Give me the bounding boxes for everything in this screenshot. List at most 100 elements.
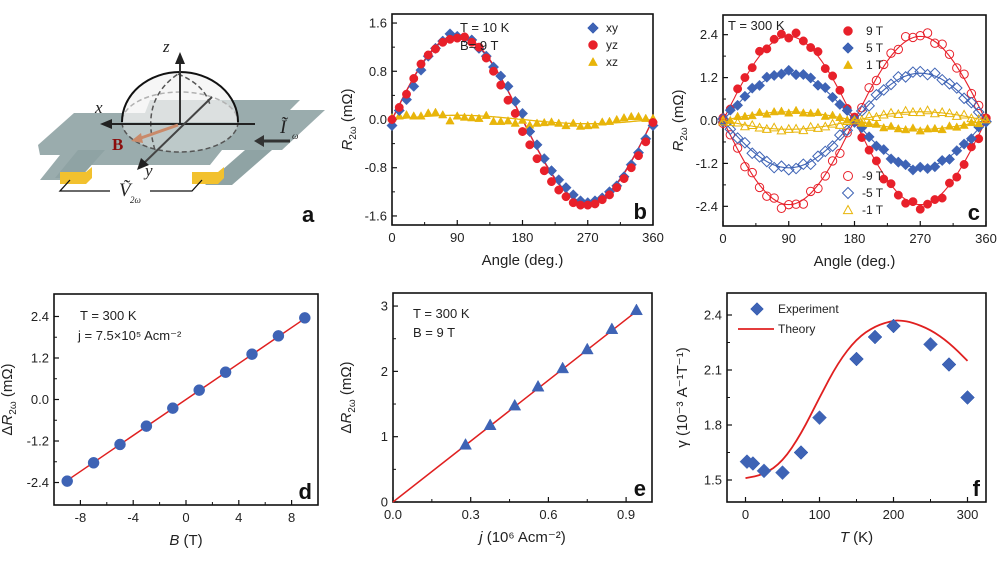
data-point-9T — [893, 190, 903, 200]
x-tick-label: 0.3 — [462, 507, 480, 522]
data-point-9T — [798, 36, 808, 46]
data-point--1T — [776, 125, 787, 135]
data-point--9T — [893, 44, 904, 55]
data-point — [531, 379, 545, 392]
data-point — [87, 457, 100, 469]
data-point-yz — [641, 137, 651, 147]
data-point-xz — [539, 117, 549, 127]
data-point--1T — [922, 105, 933, 115]
data-point--1T — [725, 116, 736, 126]
data-point-xz — [445, 115, 455, 125]
x-tick-label: 8 — [288, 510, 295, 525]
panel-letter-a: a — [302, 202, 315, 227]
data-point-yz — [402, 89, 411, 99]
data-point-1T — [922, 123, 933, 133]
data-point--9T — [827, 156, 838, 166]
data-point-xz — [532, 118, 542, 127]
y-tick-label: 1.2 — [700, 70, 718, 85]
y-tick-label: 0.8 — [369, 64, 387, 79]
y-tick-label: 0.0 — [700, 113, 718, 128]
y-axis-title: R2ω (mΩ) — [339, 88, 359, 150]
x-tick-label: 0.0 — [384, 507, 402, 522]
data-point-9T — [813, 47, 823, 57]
data-point-yz — [525, 140, 535, 150]
x-axis-title: Angle (deg.) — [482, 252, 564, 269]
data-point--1T — [864, 110, 875, 120]
y-tick-label: -2.4 — [27, 475, 49, 490]
data-point-yz — [496, 80, 506, 90]
data-point--5T — [958, 92, 970, 105]
data-point-yz — [423, 50, 433, 60]
data-point-1T — [952, 122, 962, 131]
data-point-yz — [510, 109, 520, 118]
data-point-1T — [937, 124, 947, 134]
data-point-5T — [885, 153, 897, 165]
data-point--1T — [747, 119, 758, 129]
data-point-9T — [901, 198, 911, 208]
data-point-xz — [641, 113, 651, 122]
data-point--5T — [928, 67, 941, 80]
data-point-xy — [553, 174, 565, 186]
data-point-5T — [914, 161, 926, 173]
data-point--9T — [784, 199, 794, 210]
data-point-yz — [590, 199, 600, 209]
data-point--1T — [739, 121, 750, 131]
data-point-xz — [597, 117, 607, 126]
data-point--1T — [959, 109, 970, 119]
x-tick-label: 360 — [975, 231, 997, 246]
y-axis-title: ΔR2ω (mΩ) — [0, 363, 19, 435]
data-point-5T — [892, 156, 904, 168]
data-point--9T — [959, 69, 969, 79]
annotation-temperature: T = 300 K — [413, 306, 470, 321]
data-point-1T — [813, 107, 823, 117]
data-point-xz — [474, 113, 484, 122]
data-point-5T — [812, 79, 824, 91]
legend-label-yz: yz — [606, 38, 618, 52]
y-tick-label: -2.4 — [696, 199, 718, 214]
data-point-9T — [871, 156, 881, 166]
x-axis-title: j (10⁶ Acm⁻²) — [477, 529, 566, 546]
data-point-yz — [431, 44, 440, 54]
annotation-field: B = 9 T — [413, 325, 455, 340]
y-tick-label: 2.4 — [704, 308, 722, 323]
data-point--9T — [871, 75, 882, 86]
x-tick-label: 180 — [512, 230, 534, 245]
data-point-xz — [583, 120, 593, 130]
data-point--9T — [798, 199, 809, 209]
data-point--5T — [819, 145, 832, 158]
data-point--5T — [943, 77, 956, 90]
data-point-9T — [952, 172, 962, 182]
data-point — [299, 312, 311, 324]
data-point-9T — [820, 64, 830, 74]
data-point-yz — [474, 42, 484, 52]
data-point-5T — [739, 90, 751, 102]
data-point — [459, 438, 472, 450]
data-point-1T — [864, 118, 874, 128]
y-axis-title: R2ω (mΩ) — [670, 89, 690, 151]
data-point--5T — [812, 150, 824, 163]
data-point-xz — [561, 120, 571, 130]
data-point--1T — [805, 121, 816, 131]
data-point-5T — [724, 104, 736, 116]
data-point — [960, 390, 975, 405]
data-point-5T — [783, 64, 795, 76]
y-tick-label: 1.5 — [704, 473, 722, 488]
data-point-9T — [747, 63, 757, 73]
data-point--5T — [790, 162, 802, 175]
gold-contact-right — [192, 167, 224, 184]
data-point-yz — [467, 37, 477, 47]
data-point-1T — [915, 126, 925, 135]
data-point--1T — [900, 105, 911, 115]
data-point-9T — [740, 73, 750, 83]
data-point--5T — [870, 88, 883, 101]
data-point--9T — [835, 148, 845, 158]
data-point-1T — [959, 120, 969, 129]
legend-marker-xz — [588, 56, 598, 66]
data-point-xz — [496, 116, 506, 125]
chart-panel-f: 0 100 200 300 1.5 1.8 2.1 2.4 f γ (10⁻³ A⁻¹T⁻¹) T … — [674, 292, 987, 546]
legend-marker--5T — [841, 186, 855, 200]
data-point--9T — [754, 182, 765, 193]
data-point-9T — [784, 33, 794, 43]
data-point--9T — [900, 31, 911, 42]
